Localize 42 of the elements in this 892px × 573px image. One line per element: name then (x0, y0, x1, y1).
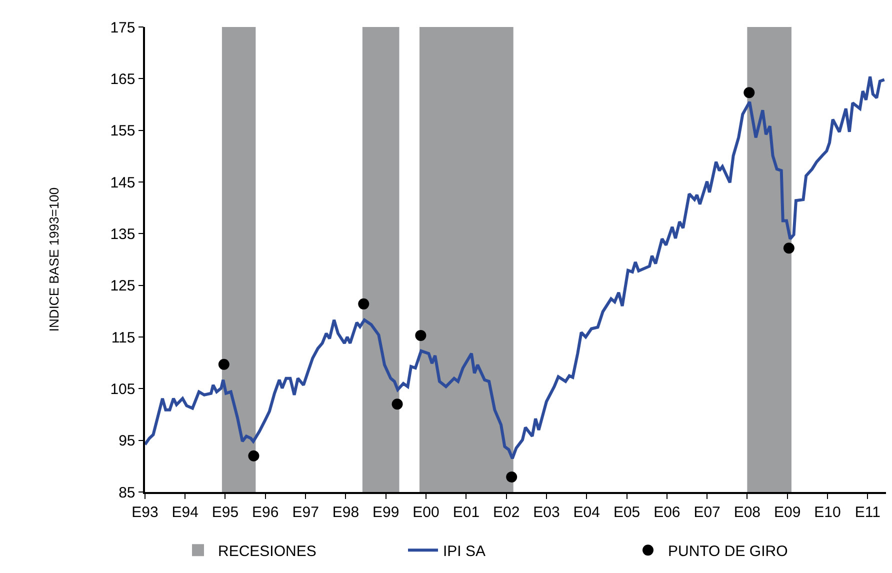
y-tick-label: 115 (111, 329, 136, 346)
point (358, 298, 370, 310)
legend-label: RECESIONES (218, 542, 316, 560)
y-tick-label: 165 (110, 70, 136, 88)
point (506, 472, 518, 483)
y-tick-label: 135 (110, 226, 136, 243)
x-tick-label: E98 (332, 504, 360, 521)
legend-label: IPI SA (443, 542, 486, 560)
x-tick-label: E96 (252, 504, 279, 521)
point (783, 242, 794, 254)
point (415, 330, 426, 341)
line-series (145, 75, 886, 460)
x-tick-label: E99 (372, 504, 400, 521)
y-tick-label: 125 (110, 278, 136, 295)
legend-label: PUNTO DE GIRO (668, 542, 788, 560)
x-tick-label: E97 (292, 504, 319, 521)
x-tick-label: E10 (814, 504, 841, 521)
x-tick-label: E06 (654, 504, 680, 521)
point (392, 398, 403, 410)
y-axis-title: INDICE BASE 1993=100 (46, 187, 62, 332)
y-tick-label: 175 (110, 19, 136, 36)
x-tick-label: E01 (452, 504, 480, 521)
x-tick-label: E11 (854, 504, 880, 521)
x-tick-label: E09 (774, 504, 801, 521)
point (248, 450, 260, 462)
x-tick-label: E03 (533, 504, 560, 521)
x-tick-label: E93 (132, 504, 158, 521)
point (744, 87, 755, 98)
y-tick-label: 85 (118, 484, 136, 502)
x-tick-label: E05 (613, 504, 640, 521)
x-tick-label: E02 (492, 504, 520, 521)
x-tick-label: E07 (694, 504, 720, 521)
x-tick-label: E95 (212, 504, 239, 521)
x-tick-label: E00 (412, 504, 440, 521)
y-tick-label: 95 (118, 432, 136, 450)
x-tick-label: E04 (573, 504, 600, 521)
point (218, 358, 230, 370)
y-tick-label: 105 (110, 380, 136, 398)
y-tick-label: 155 (110, 122, 136, 140)
y-tick-label: 145 (110, 174, 136, 192)
x-tick-label: E08 (734, 504, 761, 521)
x-tick-label: E94 (172, 504, 198, 521)
